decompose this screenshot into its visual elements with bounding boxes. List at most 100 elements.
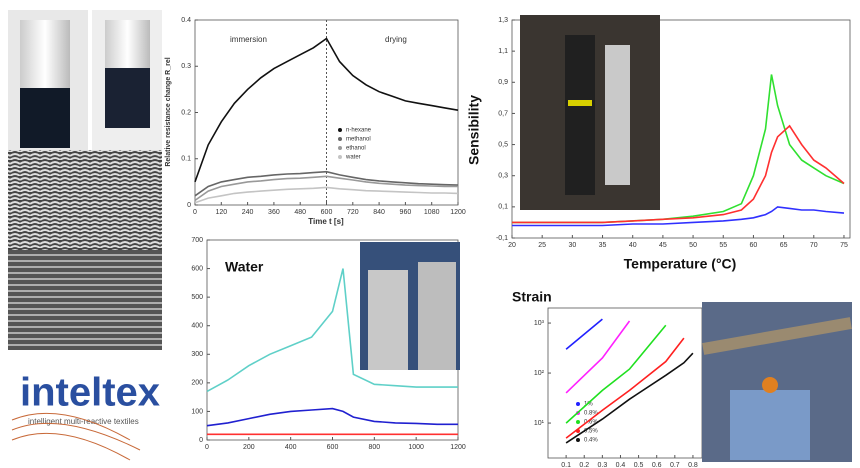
y-axis-label: Sensibility xyxy=(466,95,482,165)
y-tick-label: 500 xyxy=(191,294,203,301)
legend-swatch xyxy=(338,137,342,141)
x-tick-label: 75 xyxy=(840,242,848,249)
x-tick-label: 0 xyxy=(193,209,197,216)
legend-swatch xyxy=(338,146,342,150)
x-tick-label: 50 xyxy=(689,242,697,249)
x-tick-label: 200 xyxy=(243,444,255,451)
x-tick-label: 720 xyxy=(347,209,359,216)
series-line xyxy=(512,124,845,224)
logo-name: inteltex xyxy=(20,371,160,415)
x-tick-label: 0.7 xyxy=(670,462,680,468)
y-tick-label: 0,3 xyxy=(498,173,508,180)
logo: inteltex intelligent multi-reactive text… xyxy=(11,371,160,461)
x-tick-label: 0 xyxy=(205,444,209,451)
series-line xyxy=(194,37,459,183)
legend-label: water xyxy=(345,155,361,161)
x-tick-label: 0.6 xyxy=(652,462,662,468)
x-tick-label: 55 xyxy=(719,242,727,249)
series-line xyxy=(194,186,459,204)
y-tick-label: 0,5 xyxy=(498,141,508,148)
x-tick-label: 800 xyxy=(368,444,380,451)
x-tick-label: 0.3 xyxy=(597,462,607,468)
chart-title: Water xyxy=(225,259,264,275)
chart: 20 25 30 35 40 45 50 55 60 65 70 75 -0,1 0,1 0,3 0,5 0,7… xyxy=(466,17,851,272)
legend-swatch xyxy=(576,402,580,406)
x-tick-label: 480 xyxy=(294,209,306,216)
y-tick-label: 1,1 xyxy=(498,48,508,55)
legend-label: 0.6% xyxy=(584,420,598,426)
annotation: drying xyxy=(385,35,407,44)
chart: 0.1 0.2 0.3 0.4 0.5 0.6 0.7 0.8 10¹ 10² 10³ Strain 1… xyxy=(512,289,703,468)
y-axis-label: Relative resistance change R_rel xyxy=(165,57,172,166)
chart: 0 120 240 360 480 600 720 840 960 1080 1200 0 0.1 0.2… xyxy=(165,17,466,226)
x-tick-label: 1200 xyxy=(450,209,466,216)
series-line xyxy=(565,324,667,424)
chart-title: Strain xyxy=(512,289,552,305)
x-tick-label: 400 xyxy=(285,444,297,451)
y-tick-label: 0 xyxy=(199,437,203,444)
x-axis-label: Time t [s] xyxy=(308,217,344,226)
y-tick-label: 0.2 xyxy=(181,109,191,116)
y-tick-label: 300 xyxy=(191,351,203,358)
x-tick-label: 35 xyxy=(599,242,607,249)
inset-photos xyxy=(360,15,852,462)
annotation: immersion xyxy=(230,35,267,44)
x-tick-label: 60 xyxy=(750,242,758,249)
x-tick-label: 960 xyxy=(400,209,412,216)
y-tick-label: 1,3 xyxy=(498,17,508,24)
series-line xyxy=(565,352,694,444)
y-tick-label: -0,1 xyxy=(496,235,508,242)
x-tick-label: 0.4 xyxy=(616,462,626,468)
y-tick-label: 0.4 xyxy=(181,17,191,24)
x-tick-label: 0.8 xyxy=(688,462,698,468)
y-tick-label: 200 xyxy=(191,380,203,387)
y-tick-label: 0 xyxy=(187,202,191,209)
x-tick-label: 70 xyxy=(810,242,818,249)
x-tick-label: 0.2 xyxy=(579,462,589,468)
series-line xyxy=(194,175,458,202)
y-tick-label: 400 xyxy=(191,323,203,330)
legend-label: 0.5% xyxy=(584,429,598,435)
plot-frame xyxy=(511,19,851,239)
x-tick-label: 30 xyxy=(568,242,576,249)
series-line xyxy=(512,206,845,227)
x-tick-label: 65 xyxy=(780,242,788,249)
legend-label: 1% xyxy=(584,402,593,408)
x-tick-label: 600 xyxy=(327,444,339,451)
x-axis-label: Temperature (°C) xyxy=(624,256,737,272)
x-tick-label: 0.5 xyxy=(634,462,644,468)
y-tick-label: 0,9 xyxy=(498,79,508,86)
x-tick-label: 40 xyxy=(629,242,637,249)
x-tick-label: 120 xyxy=(215,209,227,216)
legend-swatch xyxy=(576,429,580,433)
x-tick-label: 840 xyxy=(373,209,385,216)
y-tick-label: 700 xyxy=(191,237,203,244)
legend-swatch xyxy=(576,438,580,442)
legend-swatch xyxy=(338,128,342,132)
series-line xyxy=(206,268,458,393)
series-line xyxy=(565,337,685,439)
x-tick-label: 1200 xyxy=(450,444,466,451)
y-tick-label: 0,1 xyxy=(498,204,508,211)
x-tick-label: 1000 xyxy=(408,444,424,451)
x-tick-label: 45 xyxy=(659,242,667,249)
x-tick-label: 600 xyxy=(321,209,333,216)
series-line xyxy=(565,320,631,394)
y-tick-label: 0,7 xyxy=(498,110,508,117)
y-tick-label: 0.3 xyxy=(181,63,191,70)
chart: 0 200 400 600 800 1000 1200 0 100 200 300 400 500 600… xyxy=(191,237,466,451)
y-tick-label: 10¹ xyxy=(534,420,545,427)
series-line xyxy=(565,318,603,350)
series-line xyxy=(206,407,458,427)
x-tick-label: 20 xyxy=(508,242,516,249)
x-tick-label: 1080 xyxy=(424,209,440,216)
logo-tagline: intelligent multi-reactive textiles xyxy=(28,417,139,426)
legend-label: methanol xyxy=(346,137,371,143)
legend-label: 0.4% xyxy=(584,438,598,444)
y-tick-label: 100 xyxy=(191,408,203,415)
x-tick-label: 0.1 xyxy=(561,462,571,468)
x-tick-label: 360 xyxy=(268,209,280,216)
y-tick-label: 10³ xyxy=(534,320,545,327)
series-line xyxy=(194,170,459,197)
